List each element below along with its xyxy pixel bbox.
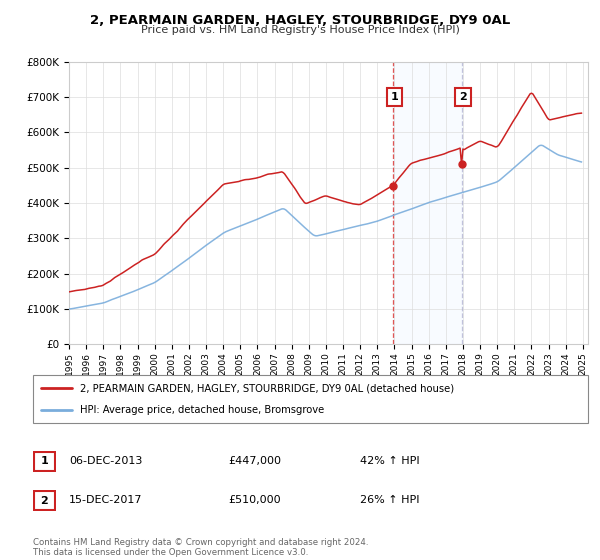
Text: 1: 1 xyxy=(41,456,48,466)
Text: 2, PEARMAIN GARDEN, HAGLEY, STOURBRIDGE, DY9 0AL (detached house): 2, PEARMAIN GARDEN, HAGLEY, STOURBRIDGE,… xyxy=(80,383,454,393)
Text: 06-DEC-2013: 06-DEC-2013 xyxy=(69,456,142,466)
Text: Contains HM Land Registry data © Crown copyright and database right 2024.
This d: Contains HM Land Registry data © Crown c… xyxy=(33,538,368,557)
Text: £447,000: £447,000 xyxy=(228,456,281,466)
Text: Price paid vs. HM Land Registry's House Price Index (HPI): Price paid vs. HM Land Registry's House … xyxy=(140,25,460,35)
Text: 2: 2 xyxy=(41,496,48,506)
Bar xyxy=(393,62,462,344)
FancyBboxPatch shape xyxy=(33,375,588,423)
Text: £510,000: £510,000 xyxy=(228,495,281,505)
Text: 2, PEARMAIN GARDEN, HAGLEY, STOURBRIDGE, DY9 0AL: 2, PEARMAIN GARDEN, HAGLEY, STOURBRIDGE,… xyxy=(90,14,510,27)
Text: 2: 2 xyxy=(459,92,467,102)
FancyBboxPatch shape xyxy=(34,452,55,471)
Text: 42% ↑ HPI: 42% ↑ HPI xyxy=(360,456,419,466)
Text: 1: 1 xyxy=(391,92,398,102)
Text: HPI: Average price, detached house, Bromsgrove: HPI: Average price, detached house, Brom… xyxy=(80,405,325,415)
Text: 15-DEC-2017: 15-DEC-2017 xyxy=(69,495,143,505)
FancyBboxPatch shape xyxy=(34,491,55,510)
Text: 26% ↑ HPI: 26% ↑ HPI xyxy=(360,495,419,505)
